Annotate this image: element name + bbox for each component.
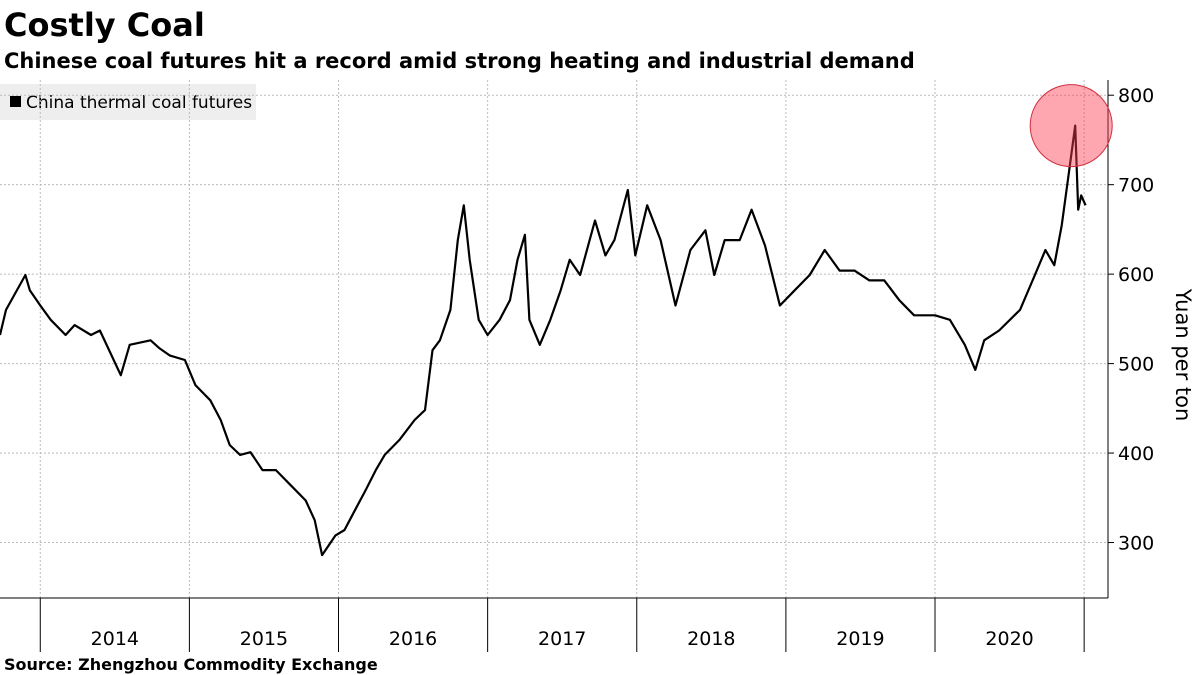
x-tick-label: 2014: [91, 628, 139, 650]
x-tick-label: 2017: [538, 628, 586, 650]
y-tick-label: 700: [1118, 175, 1154, 197]
x-tick-label: 2020: [985, 628, 1033, 650]
y-axis-label: Yuan per ton: [1171, 288, 1195, 422]
y-tick-label: 300: [1118, 533, 1154, 555]
source: Source: Zhengzhou Commodity Exchange: [4, 655, 378, 674]
x-tick-label: 2018: [687, 628, 735, 650]
x-tick-label: 2019: [836, 628, 884, 650]
y-tick-label: 600: [1118, 264, 1154, 286]
x-tick-label: 2015: [240, 628, 288, 650]
y-tick-label: 400: [1118, 443, 1154, 465]
chart-title: Costly Coal: [4, 6, 205, 44]
x-tick-label: 2016: [389, 628, 437, 650]
y-tick-label: 800: [1118, 85, 1154, 107]
chart-subtitle: Chinese coal futures hit a record amid s…: [4, 49, 915, 73]
data-line: [0, 124, 1087, 557]
legend-label: China thermal coal futures: [26, 93, 252, 113]
highlight-circle: [1029, 84, 1113, 168]
y-tick-label: 500: [1118, 354, 1154, 376]
legend-box: [0, 84, 256, 120]
legend-swatch: [10, 96, 21, 107]
